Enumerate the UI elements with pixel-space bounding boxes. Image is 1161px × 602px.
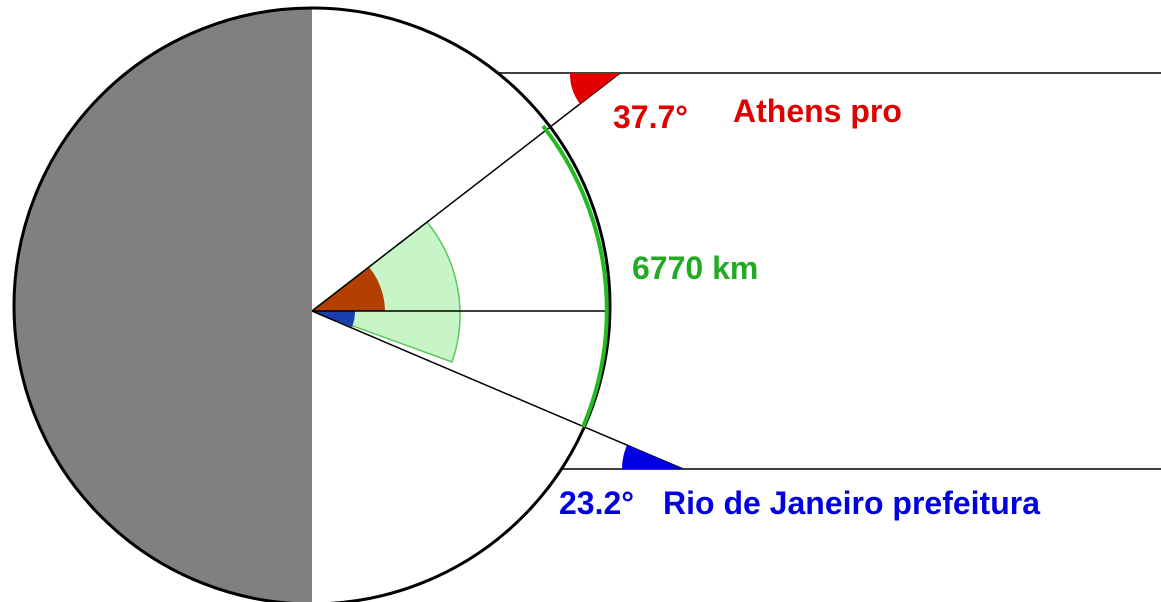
athens-name-label: Athens pro <box>733 93 902 129</box>
athens-angle-label: 37.7° <box>613 99 688 135</box>
rio-angle-marker <box>622 445 683 469</box>
athens-center-angle <box>312 267 385 311</box>
central-angle-wedge <box>310 220 461 363</box>
athens-radius <box>311 72 621 312</box>
distance-label: 6770 km <box>632 250 758 286</box>
rio-angle-label: 23.2° <box>559 485 634 521</box>
athens-angle-marker <box>569 73 620 104</box>
distance-arc <box>541 124 609 428</box>
rio-radius <box>311 310 684 470</box>
rio-name-label: Rio de Janeiro prefeitura <box>663 485 1040 521</box>
earth-night-side <box>14 8 312 602</box>
earth-outline <box>12 6 612 602</box>
